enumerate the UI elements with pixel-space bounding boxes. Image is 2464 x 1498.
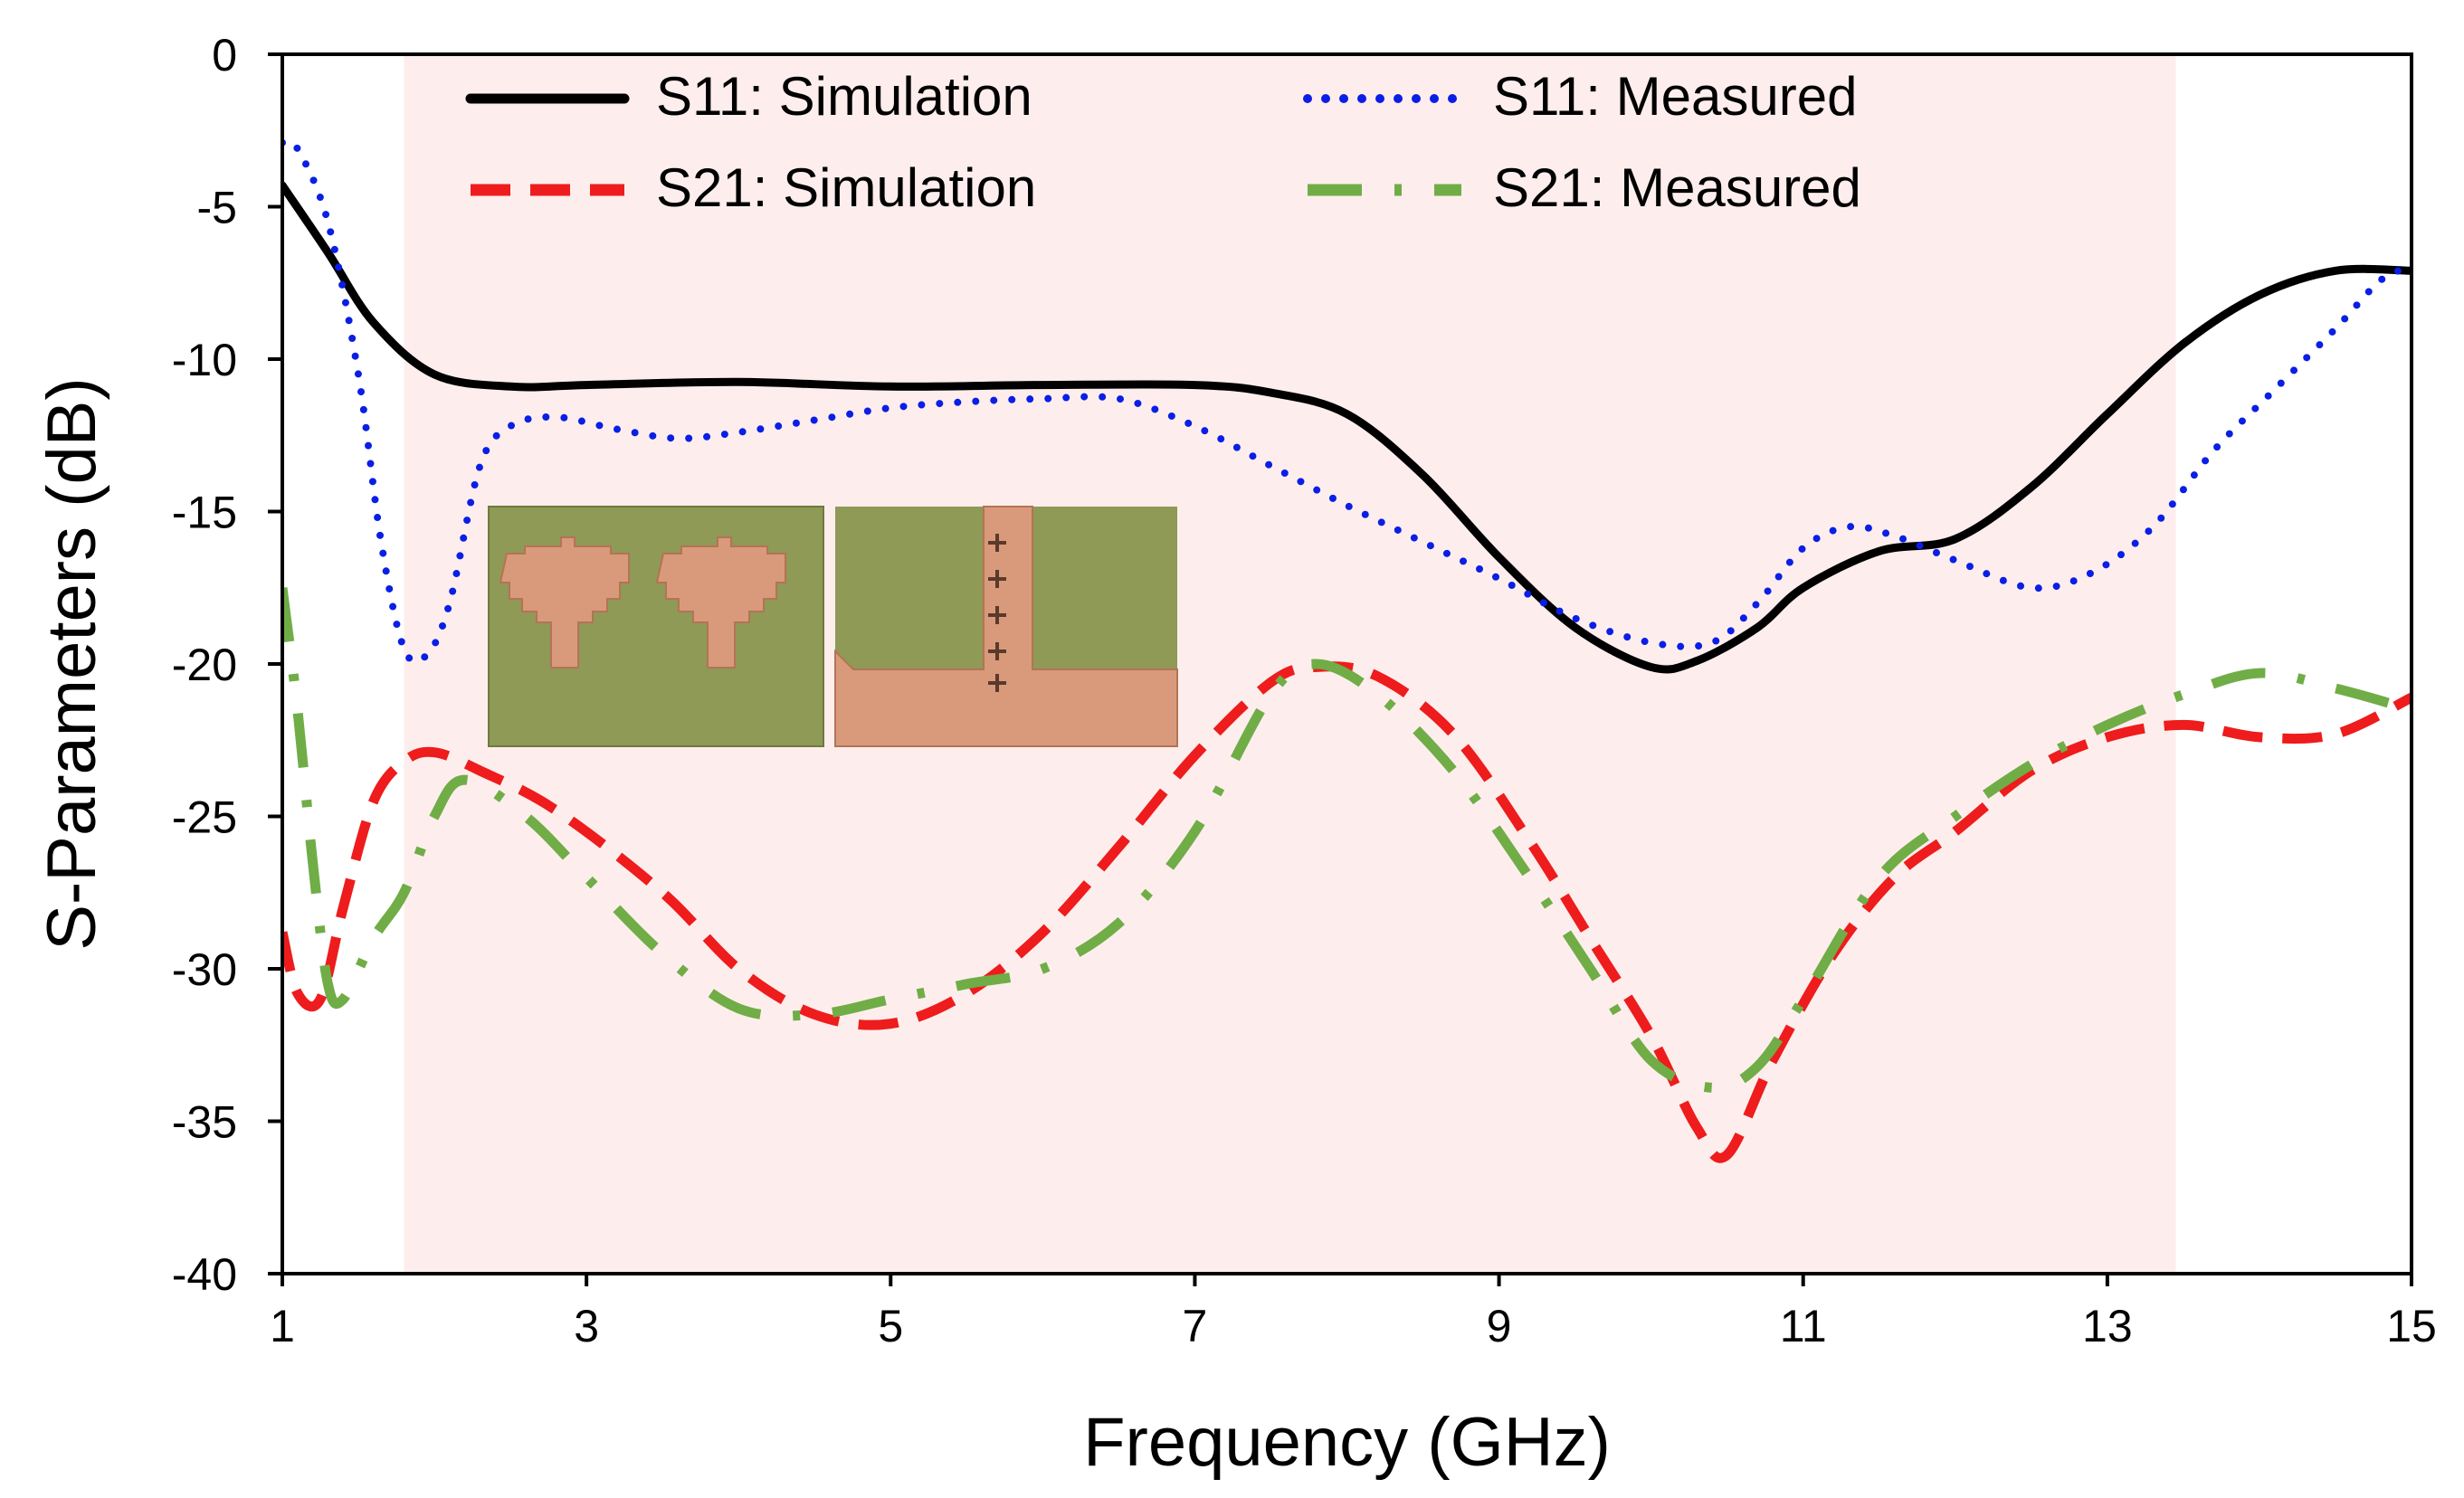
cross-mark <box>988 606 1006 624</box>
x-tick-label: 1 <box>270 1301 295 1351</box>
x-tick-label: 3 <box>574 1301 599 1351</box>
x-tick-label: 15 <box>2386 1301 2437 1351</box>
ground-plane <box>834 506 1178 747</box>
legend-label: S11: Simulation <box>656 66 1032 127</box>
y-tick-label: -40 <box>172 1249 237 1300</box>
y-tick-label: 0 <box>212 30 237 81</box>
x-tick-label: 11 <box>1780 1301 1827 1351</box>
x-tick-label: 7 <box>1183 1301 1208 1351</box>
legend: S11: Simulation S11: Measured S21: Simulat… <box>465 66 1861 218</box>
x-tick-label: 5 <box>878 1301 903 1351</box>
left-patch <box>499 536 630 668</box>
y-tick-label: -10 <box>172 335 237 385</box>
substrate-edge <box>488 506 824 747</box>
y-tick-label: -5 <box>197 183 237 233</box>
right-patch <box>655 536 786 668</box>
substrate <box>489 507 823 746</box>
y-tick-label: -30 <box>172 944 237 995</box>
y-axis-title: S-Parameters (dB) <box>33 377 110 951</box>
axis-ticks: 1 3 5 7 9 11 13 150-5-10-15-20-25-30-35-40 <box>172 30 2437 1351</box>
cross-mark <box>988 570 1006 588</box>
antenna-front-photo <box>488 506 824 747</box>
cross-mark <box>988 674 1006 692</box>
series-line-s21-measured <box>282 587 2412 1093</box>
legend-label: S21: Measured <box>1493 157 1861 218</box>
x-axis-title: Frequency (GHz) <box>1083 1404 1611 1481</box>
y-tick-label: -15 <box>172 488 237 538</box>
y-tick-label: -25 <box>172 792 237 843</box>
legend-label: S11: Measured <box>1493 66 1857 127</box>
series-line-s11-measured <box>282 137 2412 666</box>
series-line-s11-simulation <box>282 181 2412 674</box>
y-tick-label: -35 <box>172 1097 237 1148</box>
legend-label: S21: Simulation <box>656 157 1036 218</box>
x-tick-label: 9 <box>1487 1301 1512 1351</box>
cross-mark <box>988 642 1006 660</box>
x-tick-label: 13 <box>2082 1301 2133 1351</box>
antenna-photo-inset <box>488 506 1178 747</box>
series-layer <box>282 137 2412 1163</box>
antenna-back-photo <box>834 506 1178 747</box>
cross-mark <box>988 534 1006 552</box>
y-tick-label: -20 <box>172 640 237 690</box>
